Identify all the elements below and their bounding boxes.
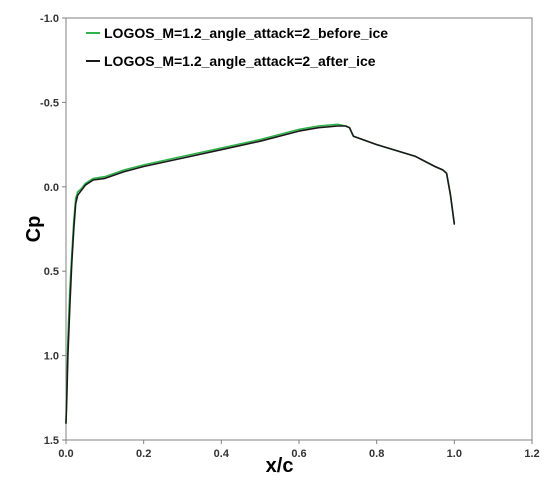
x-tick-label: 1.2	[524, 448, 539, 460]
plot-frame	[65, 17, 533, 441]
y-tick-label: -0.5	[40, 97, 59, 109]
legend: LOGOS_M=1.2_angle_attack=2_before_ice LOG…	[86, 25, 388, 69]
x-tick-label: 0.6	[291, 448, 306, 460]
x-tick-label: 0.0	[58, 448, 73, 460]
x-tick-label: 0.4	[214, 448, 230, 460]
y-tick-label: -1.0	[40, 13, 59, 25]
x-tick-label: 1.0	[447, 448, 462, 460]
x-axis-label: x/c	[266, 455, 294, 477]
axis-ticks: 0.0 0.2 0.4 0.6 0.8 1.0 1.2 -1.0 -0.5 0.0 0.5 1.0 1.…	[40, 13, 540, 460]
series-line-1	[65, 125, 456, 424]
y-tick-label: 1.0	[44, 351, 59, 363]
y-tick-label: 1.5	[44, 435, 59, 447]
plot-area	[65, 17, 533, 441]
x-tick-label: 0.8	[369, 448, 384, 460]
x-tick-label: 0.2	[136, 448, 151, 460]
y-tick-label: 0.5	[44, 266, 59, 278]
legend-label-0: LOGOS_M=1.2_angle_attack=2_before_ice	[104, 25, 388, 41]
y-tick-label: 0.0	[44, 182, 59, 194]
y-axis-label: Cp	[23, 216, 45, 243]
legend-label-1: LOGOS_M=1.2_angle_attack=2_after_ice	[104, 53, 376, 69]
